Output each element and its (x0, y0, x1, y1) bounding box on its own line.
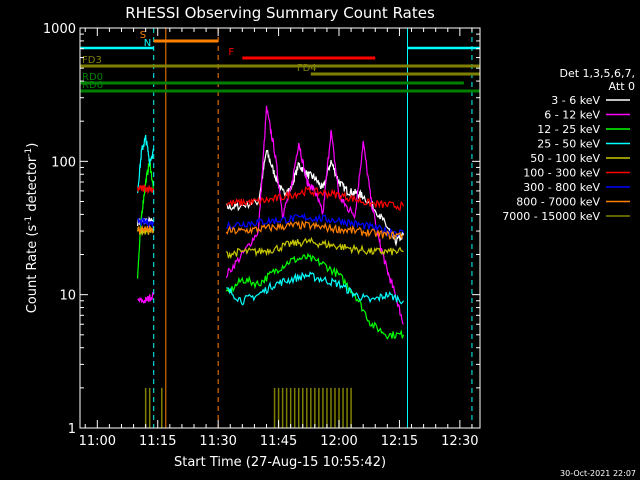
timestamp: 30-Oct-2021 22:07 (560, 469, 636, 478)
x-tick-label-3: 11:45 (260, 434, 297, 449)
y-tick-label-1: 10 (59, 289, 76, 304)
legend-label-8: 7000 - 15000 keV (502, 210, 600, 223)
legend-label-5: 100 - 300 keV (523, 167, 600, 180)
y-tick-label-0: 1 (68, 422, 76, 437)
flag-label-3: FD3 (82, 55, 102, 66)
y-axis-label-sup1: -1 (24, 216, 34, 225)
series-line-2-1 (225, 252, 405, 340)
legend-label-2: 12 - 25 keV (537, 123, 600, 136)
y-tick-label-3: 1000 (43, 22, 76, 37)
legend: Det 1,3,5,6,7, Att 0 3 - 6 keV 6 - 12 keV… (502, 67, 635, 223)
series-line-7-0 (137, 225, 155, 235)
legend-label-7: 800 - 7000 keV (516, 196, 600, 209)
x-tick-label-1: 11:15 (139, 434, 176, 449)
y-axis-label-end: ) (25, 143, 40, 148)
series-line-3-1 (226, 271, 404, 306)
y-axis-label-mid: detector (25, 156, 40, 216)
y-axis-label-main: Count Rate (s (25, 225, 40, 314)
y-axis-label: Count Rate (s-1 detector-1) (24, 143, 40, 314)
flag-label-0: S (140, 30, 146, 41)
series-line-0-1 (226, 149, 405, 247)
series-line-5-0 (137, 184, 155, 195)
axes-layer: 11:00 11:15 11:30 11:45 12:00 12:15 12:30 1 10 10… (43, 22, 480, 449)
flag-label-4: FD4 (297, 63, 317, 74)
x-tick-label-6: 12:30 (441, 434, 478, 449)
x-tick-label-0: 11:00 (79, 434, 116, 449)
y-tick-label-2: 100 (51, 155, 76, 170)
series-line-3-0 (137, 134, 155, 194)
plot-frame (79, 27, 481, 429)
markers-layer (153, 28, 473, 428)
series-line-6-0 (137, 217, 155, 228)
series-line-4-1 (225, 236, 404, 260)
series-line-5-1 (225, 186, 405, 211)
legend-label-3: 25 - 50 keV (537, 138, 600, 151)
legend-header-2: Att 0 (609, 80, 635, 93)
x-tick-label-2: 11:30 (199, 434, 236, 449)
series-line-1-0 (137, 291, 155, 304)
x-tick-label-4: 12:00 (320, 434, 357, 449)
series-layer (137, 105, 405, 428)
legend-header-1: Det 1,3,5,6,7, (559, 67, 635, 80)
legend-label-4: 50 - 100 keV (530, 152, 600, 165)
legend-label-1: 6 - 12 keV (544, 109, 600, 122)
flag-label-2: F (228, 47, 234, 58)
flag-label-6: RD6 (82, 80, 103, 91)
chart-title: RHESSI Observing Summary Count Rates (125, 4, 435, 22)
flag-label-5: RD0 (82, 72, 103, 83)
legend-label-0: 3 - 6 keV (551, 94, 600, 107)
flag-label-1: N (144, 38, 151, 49)
x-tick-label-5: 12:15 (381, 434, 418, 449)
legend-label-6: 300 - 800 keV (523, 181, 600, 194)
series-line-7-1 (225, 219, 404, 241)
y-axis-label-sup2: -1 (24, 148, 34, 157)
x-axis-label: Start Time (27-Aug-15 10:55:42) (174, 455, 386, 470)
